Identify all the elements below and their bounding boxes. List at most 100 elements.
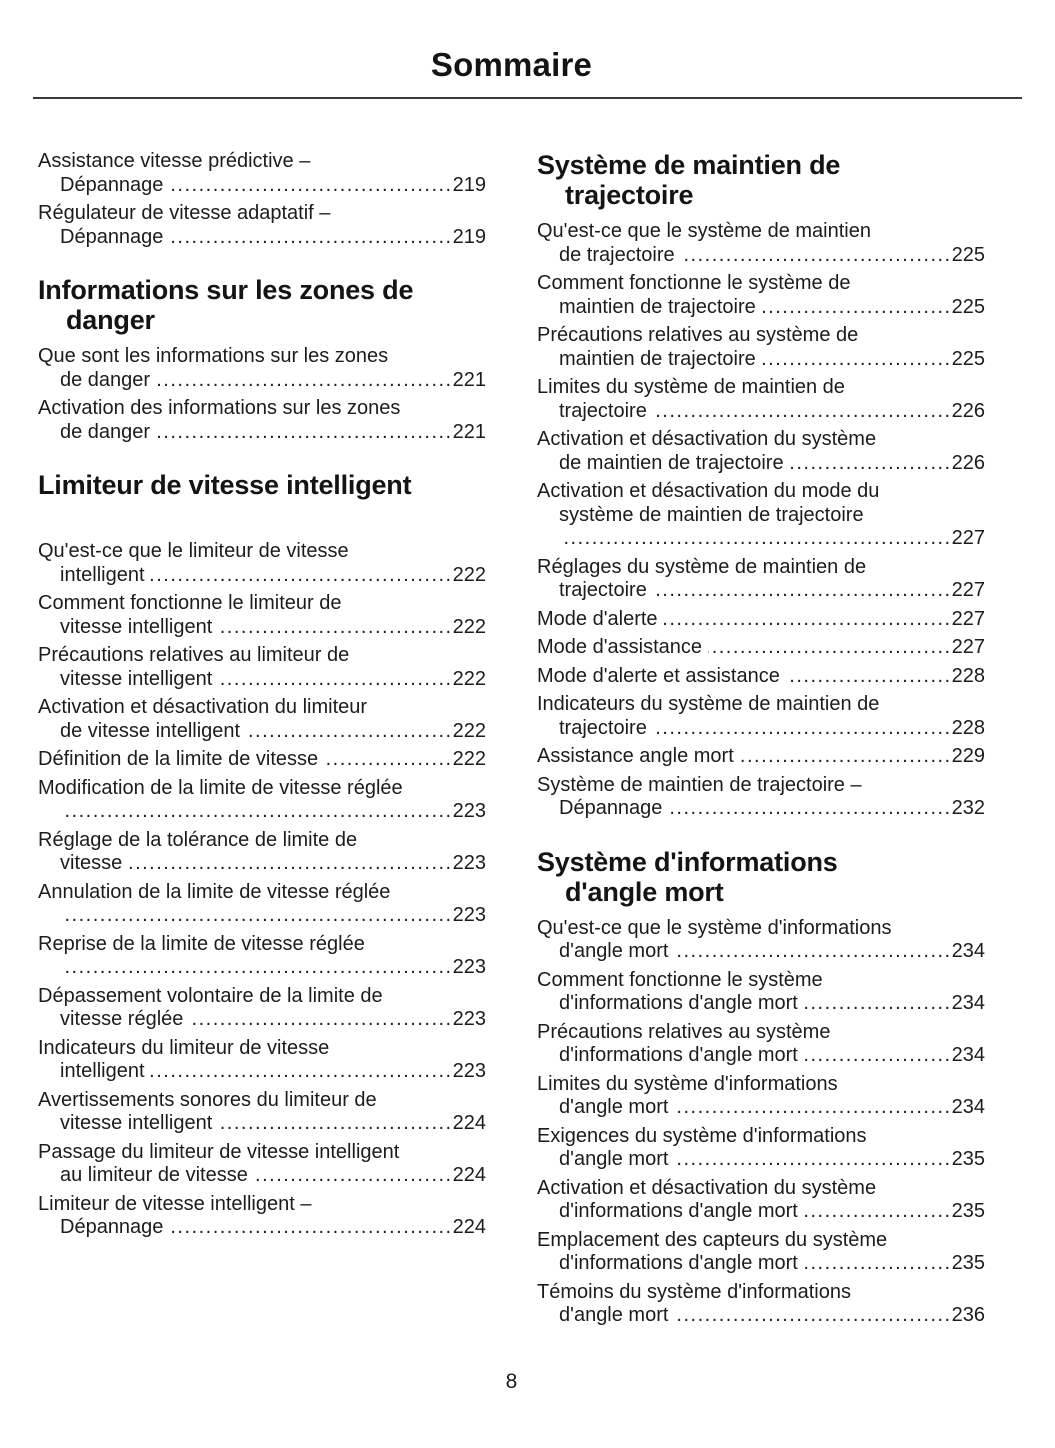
- page-ref: 227: [951, 579, 985, 601]
- toc-entry[interactable]: Système de maintien de trajectoire – Dépa…: [537, 774, 985, 821]
- toc-column-right: Système de maintien de trajectoire Qu'est-…: [537, 150, 985, 1333]
- toc-entry[interactable]: Définition de la limite de vitesse 222: [38, 748, 486, 772]
- dot-leader: [674, 940, 951, 964]
- toc-entry-leader-line: Mode d'alerte et assistance 228: [537, 665, 985, 689]
- section-heading-line: trajectoire: [565, 180, 694, 210]
- page-ref: 223: [452, 1008, 486, 1030]
- dot-leader: [151, 1060, 453, 1084]
- toc-entry[interactable]: Modification de la limite de vitesse rég…: [38, 777, 486, 824]
- toc-entry[interactable]: Comment fonctionne le limiteur de vitesse…: [38, 592, 486, 639]
- page-ref: 223: [452, 800, 486, 822]
- page-ref: 224: [452, 1164, 486, 1186]
- toc-entry-line: Comment fonctionne le système de: [537, 272, 851, 294]
- toc-entry[interactable]: Passage du limiteur de vitesse intellige…: [38, 1141, 486, 1188]
- toc-entry[interactable]: Indicateurs du système de maintien de tra…: [537, 693, 985, 740]
- dot-leader: [681, 244, 952, 268]
- dot-leader: [804, 1200, 952, 1224]
- toc-entry[interactable]: Emplacement des capteurs du système d'inf…: [537, 1229, 985, 1276]
- toc-entry[interactable]: Limites du système d'informations d'angle…: [537, 1073, 985, 1120]
- toc-entry[interactable]: Précautions relatives au système de maint…: [537, 324, 985, 371]
- dot-leader: [653, 717, 952, 741]
- toc-entry-line: Indicateurs du système de maintien de: [537, 693, 880, 715]
- dot-leader: [324, 748, 452, 772]
- toc-entry[interactable]: Assistance vitesse prédictive – Dépannage…: [38, 150, 486, 197]
- dot-leader: [674, 1096, 951, 1120]
- toc-entry-text: Mode d'assistance: [537, 636, 703, 658]
- toc-entry-text: vitesse intelligent: [60, 615, 213, 638]
- toc-entry[interactable]: Précautions relatives au système d'inform…: [537, 1021, 985, 1068]
- toc-entry-leader-line: d'angle mort 235: [537, 1148, 985, 1172]
- toc-entry-line: Limites du système de maintien de: [537, 376, 845, 398]
- toc-entry[interactable]: Reprise de la limite de vitesse réglée 22…: [38, 933, 486, 980]
- page-ref: 229: [951, 745, 985, 767]
- toc-entry-leader-line: maintien de trajectoire 225: [537, 348, 985, 372]
- page-ref: 221: [452, 420, 486, 443]
- dot-leader: [151, 564, 453, 588]
- toc-entry[interactable]: Réglage de la tolérance de limite de vite…: [38, 829, 486, 876]
- toc-entry[interactable]: Qu'est-ce que le limiteur de vitesse inte…: [38, 540, 486, 587]
- toc-entry-text: Dépannage: [60, 225, 164, 248]
- toc-entry[interactable]: Témoins du système d'informations d'angle…: [537, 1281, 985, 1328]
- toc-entry-text: d'informations d'angle mort: [559, 1252, 798, 1274]
- page-ref: 234: [951, 940, 985, 962]
- toc-entry[interactable]: Réglages du système de maintien de trajec…: [537, 556, 985, 603]
- toc-entry-leader-line: de vitesse intelligent 222: [38, 720, 486, 744]
- toc-entry[interactable]: Exigences du système d'informations d'ang…: [537, 1125, 985, 1172]
- toc-entry[interactable]: Activation des informations sur les zone…: [38, 397, 486, 444]
- toc-entry-text: trajectoire: [559, 399, 647, 422]
- page-ref: 219: [452, 225, 486, 248]
- toc-entry[interactable]: Comment fonctionne le système d'informati…: [537, 969, 985, 1016]
- toc-entry-line: Système de maintien de trajectoire –: [537, 773, 862, 796]
- page-ref: 223: [452, 956, 486, 978]
- page-ref: 223: [452, 904, 486, 926]
- toc-entry[interactable]: Que sont les informations sur les zones d…: [38, 345, 486, 392]
- toc-entry[interactable]: Précautions relatives au limiteur de vite…: [38, 644, 486, 691]
- toc-entry-leader-line: 223: [38, 956, 486, 980]
- section-heading: Limiteur de vitesse intelligent: [38, 470, 486, 530]
- dot-leader: [156, 421, 453, 445]
- dot-leader: [653, 579, 952, 603]
- toc-entry-line: Activation et désactivation du mode du: [537, 480, 880, 502]
- toc-entry[interactable]: Avertissements sonores du limiteur de vit…: [38, 1089, 486, 1136]
- toc-entry[interactable]: Mode d'alerte 227: [537, 608, 985, 632]
- section-heading-line: Système d'informations: [537, 846, 838, 877]
- toc-entry[interactable]: Régulateur de vitesse adaptatif – Dépanna…: [38, 202, 486, 249]
- toc-entry-line: Précautions relatives au système: [537, 1020, 831, 1043]
- page-ref: 226: [951, 399, 985, 422]
- dot-leader: [664, 608, 952, 632]
- toc-entry-leader-line: d'informations d'angle mort 234: [537, 992, 985, 1016]
- toc-entry[interactable]: Activation et désactivation du limiteur d…: [38, 696, 486, 743]
- toc-entry[interactable]: Assistance angle mort 229: [537, 745, 985, 769]
- toc-entry-line: Reprise de la limite de vitesse réglée: [38, 932, 365, 955]
- toc-entry-text: Dépannage: [559, 797, 663, 819]
- toc-entry[interactable]: Mode d'alerte et assistance 228: [537, 665, 985, 689]
- toc-entry[interactable]: Qu'est-ce que le système de maintien de t…: [537, 220, 985, 267]
- toc-entry[interactable]: Limiteur de vitesse intelligent – Dépanna…: [38, 1193, 486, 1240]
- toc-entry[interactable]: Limites du système de maintien de traject…: [537, 376, 985, 423]
- toc-entry-leader-line: Dépannage 219: [38, 174, 486, 198]
- dot-leader: [790, 452, 952, 476]
- dot-leader: [128, 852, 452, 876]
- toc-entry[interactable]: Activation et désactivation du système d'…: [537, 1177, 985, 1224]
- page-ref: 223: [452, 852, 486, 874]
- toc-entry[interactable]: Qu'est-ce que le système d'informations d…: [537, 917, 985, 964]
- toc-entry[interactable]: Comment fonctionne le système de maintien…: [537, 272, 985, 319]
- dot-leader: [156, 369, 453, 393]
- toc-entry[interactable]: Dépassement volontaire de la limite de vi…: [38, 985, 486, 1032]
- toc-entry-text: trajectoire: [559, 579, 647, 601]
- toc-entry[interactable]: Indicateurs du limiteur de vitesse intell…: [38, 1037, 486, 1084]
- toc-entry[interactable]: Annulation de la limite de vitesse réglé…: [38, 881, 486, 928]
- toc-entry-line: Emplacement des capteurs du système: [537, 1228, 888, 1251]
- title-divider: [33, 97, 1022, 99]
- dot-leader: [218, 668, 452, 692]
- toc-entry[interactable]: Activation et désactivation du mode du sy…: [537, 480, 985, 551]
- toc-entry[interactable]: Mode d'assistance 227: [537, 636, 985, 660]
- page-ref: 234: [951, 992, 985, 1014]
- toc-entry-leader-line: de maintien de trajectoire 226: [537, 452, 985, 476]
- toc-entry-line: Qu'est-ce que le système d'informations: [537, 916, 892, 939]
- toc-entry-line: Précautions relatives au système de: [537, 324, 859, 346]
- toc-entry[interactable]: Activation et désactivation du système de…: [537, 428, 985, 475]
- toc-entry-text: Mode d'alerte et assistance: [537, 664, 780, 687]
- toc-entry-line: Modification de la limite de vitesse rég…: [38, 776, 403, 799]
- section-heading: Informations sur les zones de danger: [38, 275, 486, 335]
